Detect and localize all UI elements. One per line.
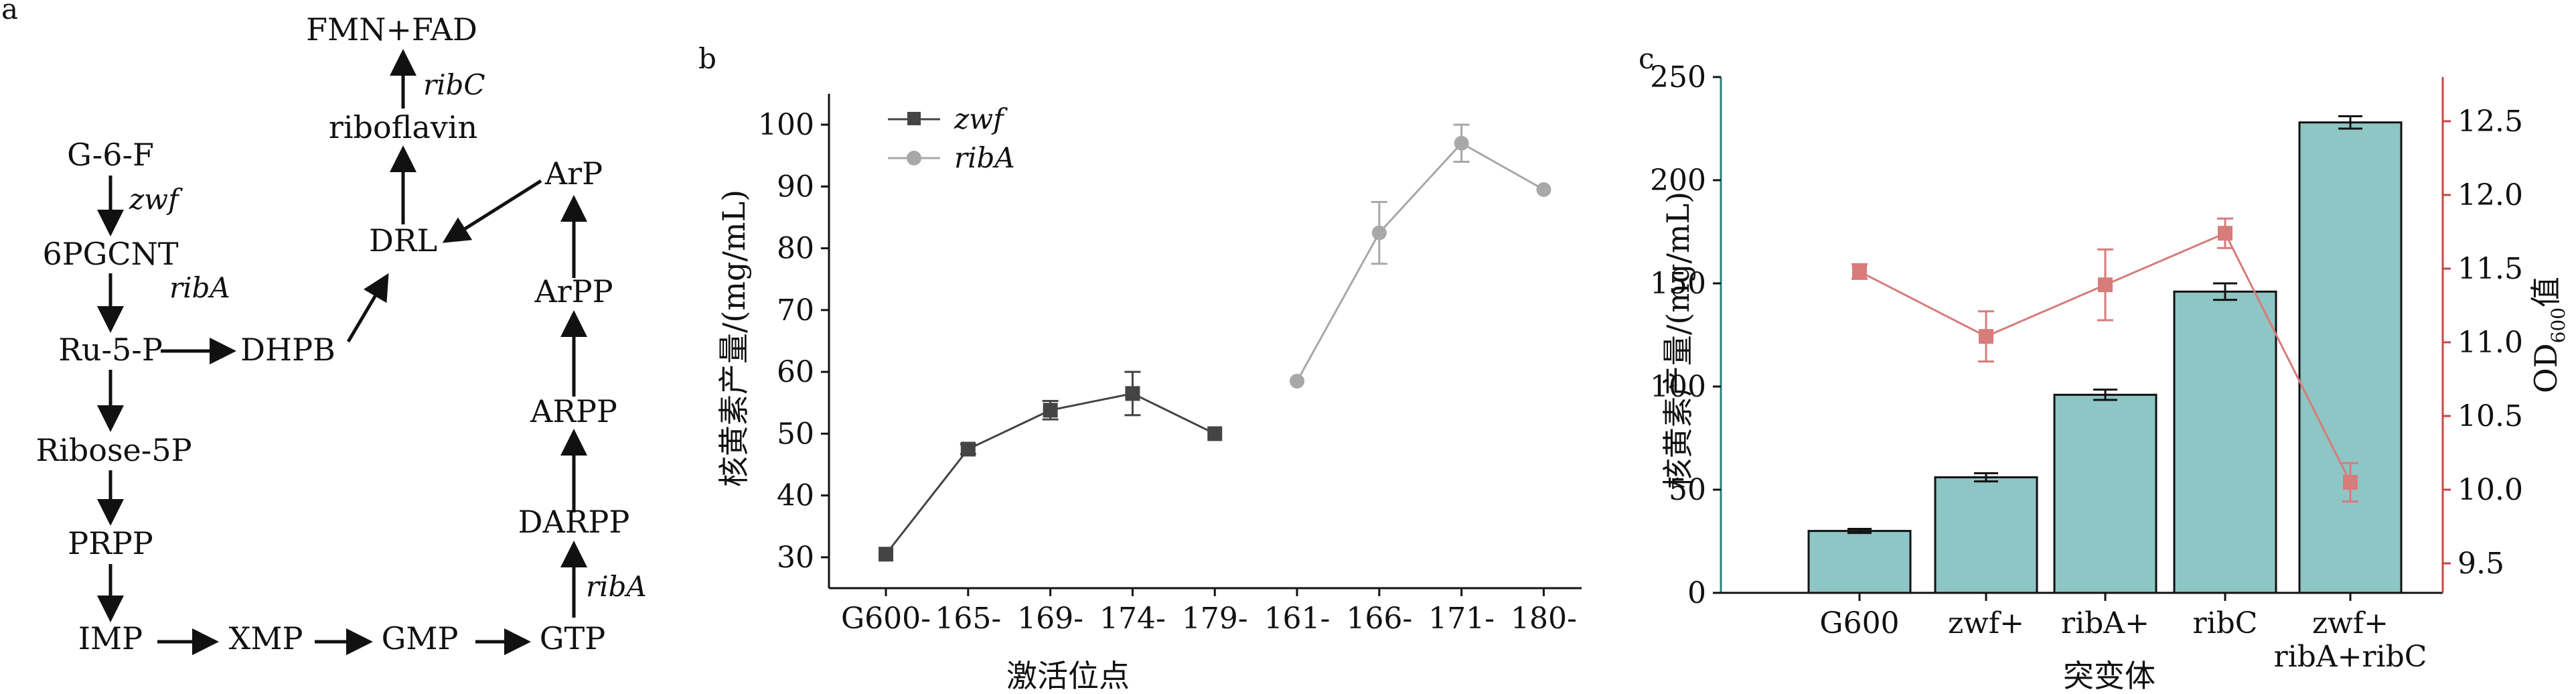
y-tick-label-left: 150 (1650, 267, 1706, 301)
panel-a: a G-6-F 6PGCNT Ru-5-P Ribose-5P PRPP IMP… (1, 0, 647, 656)
arrow-dhpb-drl (346, 273, 389, 343)
y-axis-title-left: 核黄素产量/(mg/mL) (1660, 192, 1696, 489)
legend-label-zwf: zwf (954, 102, 1008, 135)
x-axis-title: 激活位点 (1006, 658, 1130, 694)
y-tick-label-right: 11.5 (2457, 252, 2523, 286)
data-point-zwf (1043, 403, 1058, 418)
y-tick-label-b: 30 (777, 541, 814, 575)
x-tick-label-b: 165- (935, 602, 1001, 636)
arrow-arp-drl (442, 179, 542, 243)
node-xmp: XMP (229, 620, 303, 656)
x-tick-label-c: G600 (1819, 606, 1899, 640)
node-gmp: GMP (382, 620, 459, 656)
legend: zwf ribA (888, 102, 1015, 174)
od-point (1852, 264, 1867, 279)
node-ru5p: Ru-5-P (58, 332, 163, 368)
y-tick-label-left: 200 (1650, 163, 1706, 198)
x-tick-label-b: 169- (1017, 602, 1083, 636)
x-tick-label-b: 180- (1511, 602, 1577, 636)
panel-c: c 0 50 100 150 200 250 9.5 10.0 10.5 11.0 11.5 12.0… (1639, 42, 2569, 694)
y-axis-title-right-tail: 值 (2528, 277, 2564, 307)
bar (1807, 530, 1912, 594)
node-arp: ArP (544, 155, 603, 192)
node-riboflavin: riboflavin (329, 109, 477, 145)
enzyme-riba-1: ribA (169, 271, 230, 304)
panel-a-label: a (1, 0, 18, 25)
data-point-zwf (879, 547, 893, 562)
node-gtp: GTP (540, 620, 605, 656)
enzyme-ribc: ribC (423, 68, 485, 101)
node-fmn-fad: FMN+FAD (306, 11, 477, 48)
data-point-zwf (1207, 426, 1223, 441)
y-tick-label-b: 80 (777, 232, 814, 266)
svg-text:OD600值: OD600值 (2528, 277, 2569, 393)
y-tick-label-b: 40 (777, 479, 814, 513)
node-arpp-2: ArPP (534, 273, 613, 309)
legend-marker-riba (907, 151, 921, 165)
y-axis-title-right-sub: 600 (2547, 307, 2569, 343)
node-arpp: ARPP (530, 393, 617, 429)
panel-b: b 30 40 50 60 70 80 90 100 G600- 165- 169- 174- 179-… (698, 42, 1582, 694)
y-tick-label-left: 0 (1687, 576, 1706, 610)
y-tick-label-right: 10.5 (2457, 399, 2523, 433)
y-tick-label-left: 100 (1650, 370, 1706, 404)
x-tick-label-c: ribC (2193, 606, 2258, 640)
x-tick-label-b: 166- (1346, 602, 1412, 636)
panel-c-label: c (1639, 42, 1655, 75)
x-tick-label-b: 179- (1182, 602, 1248, 636)
y-tick-label-right: 10.0 (2457, 473, 2523, 507)
data-point-ribA (1454, 135, 1469, 151)
y-tick-label-left: 50 (1669, 473, 1706, 507)
y-tick-label-right: 11.0 (2457, 326, 2523, 360)
x-tick-label-b: 174- (1100, 602, 1166, 636)
node-g6f: G-6-F (67, 137, 154, 173)
node-prpp: PRPP (68, 525, 153, 561)
x-tick-label-c: ribA+ (2061, 606, 2149, 640)
node-6pgcnt: 6PGCNT (42, 236, 178, 272)
data-point-ribA (1536, 182, 1551, 197)
bar (2053, 393, 2157, 594)
y-tick-label-right: 9.5 (2457, 547, 2504, 581)
node-drl: DRL (369, 222, 437, 259)
x-tick-label-c: zwf+ (2312, 606, 2389, 640)
y-tick-label-b: 100 (758, 108, 814, 142)
data-point-zwf (1125, 386, 1140, 401)
legend-label-riba: ribA (954, 141, 1015, 174)
bar (2173, 290, 2277, 594)
x-tick-label-b: 161- (1264, 602, 1331, 636)
node-dhpb: DHPB (240, 332, 335, 368)
x-tick-label-b: 171- (1428, 602, 1495, 636)
panel-b-label: b (698, 42, 716, 75)
bar (2298, 121, 2403, 594)
legend-marker-zwf (907, 112, 921, 125)
y-tick-label-left: 250 (1650, 60, 1706, 94)
data-point-zwf (960, 441, 976, 457)
y-axis-title-right-main: OD (2528, 343, 2564, 393)
bar (1934, 476, 2038, 594)
y-tick-label-b: 50 (777, 417, 814, 451)
enzyme-riba-2: ribA (586, 570, 647, 603)
x-tick-label-c: ribA+ribC (2274, 640, 2427, 674)
data-point-ribA (1290, 373, 1304, 389)
x-axis-title-c: 突变体 (2063, 658, 2155, 694)
enzyme-zwf: zwf (129, 183, 183, 216)
od-point (2218, 226, 2232, 241)
x-tick-label-c: zwf+ (1948, 606, 2024, 640)
y-tick-label-b: 70 (777, 293, 814, 328)
node-imp: IMP (78, 620, 143, 656)
x-tick-label-b: G600- (841, 602, 931, 636)
od-point (1979, 329, 1993, 344)
y-tick-label-right: 12.5 (2457, 105, 2523, 139)
data-point-ribA (1371, 225, 1387, 240)
series-line-ribA (1296, 141, 1545, 382)
y-tick-label-b: 60 (777, 355, 814, 389)
y-axis-title: 核黄素产量/(mg/mL) (716, 190, 752, 487)
od-point (2098, 277, 2113, 293)
y-axis-title-right: OD600值 (2528, 277, 2569, 393)
y-tick-label-right: 12.0 (2457, 178, 2523, 212)
y-tick-label-b: 90 (777, 169, 814, 204)
node-ribose5p: Ribose-5P (35, 432, 192, 468)
od-point (2343, 475, 2358, 490)
